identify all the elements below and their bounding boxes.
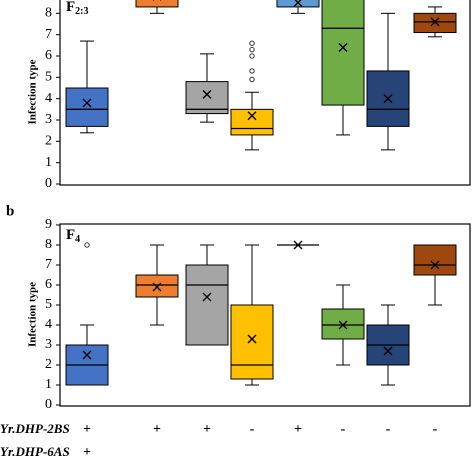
row-label: Yr.DHP-2BS (0, 421, 70, 436)
box (185, 264, 229, 346)
mean-marker (202, 89, 212, 99)
outlier (249, 68, 255, 74)
box (135, 274, 179, 298)
row-sign: + (83, 422, 91, 437)
y-tick-label: 3 (45, 337, 52, 352)
mean-marker (338, 320, 348, 330)
y-axis-label: Infection type (27, 59, 39, 124)
box (230, 108, 274, 136)
mean-marker (430, 17, 440, 27)
y-tick-label: 2 (45, 134, 52, 149)
mean-marker (383, 94, 393, 104)
y-axis-label: Infection type (27, 282, 39, 347)
box (230, 304, 274, 380)
row-sign: + (83, 445, 91, 460)
outlier (249, 53, 255, 59)
mean-marker (247, 334, 257, 344)
y-tick-label: 4 (45, 91, 52, 106)
y-tick-label: 5 (45, 70, 52, 85)
mean-marker (82, 98, 92, 108)
mean-marker (152, 282, 162, 292)
row-sign: - (386, 422, 391, 437)
y-tick-label: 0 (45, 176, 52, 191)
y-tick-label: 6 (45, 277, 52, 292)
y-tick-label: 4 (45, 317, 52, 332)
panel-label-main: F (66, 0, 75, 15)
y-tick-label: 7 (45, 257, 52, 272)
mean-marker (383, 346, 393, 356)
row-sign: + (294, 422, 302, 437)
y-tick-label: 9 (45, 217, 52, 232)
box (185, 81, 229, 115)
outlier (249, 40, 255, 46)
outlier (84, 242, 90, 248)
row-sign: + (153, 422, 161, 437)
y-tick-label: 1 (45, 377, 52, 392)
mean-marker (430, 260, 440, 270)
y-tick-label: 3 (45, 112, 52, 127)
panel-label-sub: 2:3 (75, 6, 88, 17)
panel-label: F4 (66, 227, 80, 245)
mean-marker (202, 292, 212, 302)
y-tick-label: 8 (45, 237, 52, 252)
mean-marker (82, 350, 92, 360)
y-tick-label: 2 (45, 357, 52, 372)
y-tick-label: 8 (45, 6, 52, 21)
boxes (65, 240, 457, 386)
box (413, 244, 457, 276)
outlier (249, 76, 255, 83)
panel-label: F2:3 (66, 0, 89, 17)
y-tick-label: 1 (45, 155, 52, 170)
plot-frame (59, 223, 471, 407)
plot-frame (59, 0, 471, 186)
box (321, 0, 365, 106)
y-tick-label: 6 (45, 48, 52, 63)
mean-marker (293, 240, 303, 250)
mean-marker (338, 42, 348, 52)
boxes (65, 0, 457, 151)
mean-marker (293, 0, 303, 8)
row-sign: + (203, 422, 211, 437)
box (135, 0, 179, 8)
panel-label-main: F (66, 227, 75, 243)
outlier (249, 46, 255, 53)
box (413, 12, 457, 34)
y-tick-label: 0 (45, 397, 52, 412)
box (321, 308, 365, 340)
row-sign: - (250, 422, 255, 437)
row-sign: - (433, 422, 438, 437)
panel-letter: b (6, 203, 14, 219)
mean-marker (247, 111, 257, 121)
box (65, 87, 109, 127)
y-tick-label: 7 (45, 27, 52, 42)
row-sign: - (341, 422, 346, 437)
y-tick-label: 5 (45, 297, 52, 312)
row-label: Yr.DHP-6AS (0, 444, 70, 459)
panel-label-sub: 4 (75, 234, 80, 245)
